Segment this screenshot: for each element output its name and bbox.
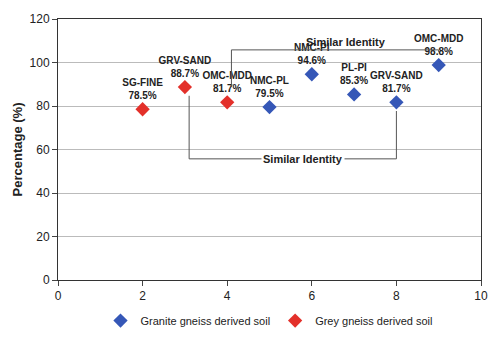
svg-text:6: 6	[308, 289, 315, 303]
svg-text:PL-PI85.3%: PL-PI85.3%	[340, 62, 368, 86]
svg-text:40: 40	[36, 186, 50, 200]
svg-text:GRV-SAND81.7%: GRV-SAND81.7%	[370, 70, 423, 94]
svg-text:0: 0	[55, 289, 62, 303]
svg-text:2: 2	[139, 289, 146, 303]
svg-text:GRV-SAND88.7%: GRV-SAND88.7%	[159, 55, 212, 79]
svg-text:OMC-MDD98.8%: OMC-MDD98.8%	[414, 33, 463, 57]
svg-text:Similar Identity: Similar Identity	[263, 153, 343, 165]
svg-text:NMC-PL79.5%: NMC-PL79.5%	[250, 75, 289, 99]
svg-text:120: 120	[30, 12, 50, 26]
svg-text:0: 0	[43, 273, 50, 287]
svg-text:4: 4	[224, 289, 231, 303]
svg-text:100: 100	[30, 56, 50, 70]
svg-text:60: 60	[36, 143, 50, 157]
svg-text:Grey gneiss derived soil: Grey gneiss derived soil	[315, 315, 432, 327]
svg-text:Percentage (%): Percentage (%)	[10, 103, 25, 197]
svg-text:10: 10	[474, 289, 488, 303]
svg-text:SG-FINE78.5%: SG-FINE78.5%	[122, 77, 163, 101]
svg-text:20: 20	[36, 230, 50, 244]
svg-text:80: 80	[36, 99, 50, 113]
svg-text:Granite gneiss derived soil: Granite gneiss derived soil	[141, 315, 271, 327]
svg-text:Similar Identity: Similar Identity	[306, 36, 386, 48]
svg-text:NMC-PI94.6%: NMC-PI94.6%	[294, 42, 330, 66]
svg-text:OMC-MDD81.7%: OMC-MDD81.7%	[202, 70, 251, 94]
svg-text:8: 8	[393, 289, 400, 303]
